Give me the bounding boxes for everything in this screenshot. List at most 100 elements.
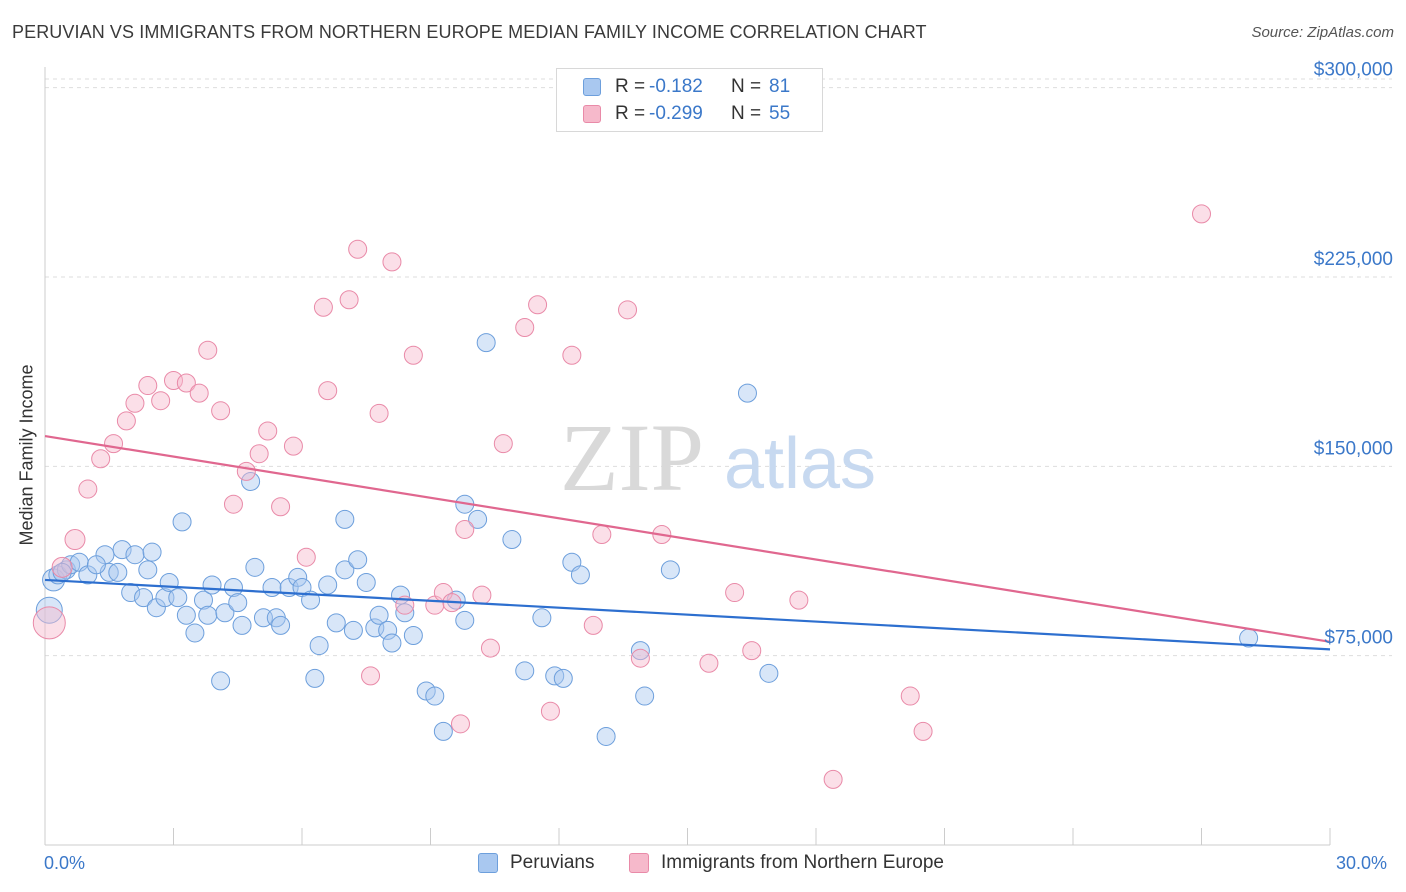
- series-legend: Peruvians Immigrants from Northern Europ…: [0, 852, 1406, 878]
- points-layer: [32, 204, 1259, 789]
- y-tick-label: $300,000: [1314, 60, 1393, 81]
- peruvian-point: [635, 686, 655, 706]
- northern-europe-point: [913, 721, 933, 741]
- northern-europe-point: [32, 606, 66, 640]
- peruvian-point: [185, 623, 205, 643]
- northern-europe-point: [51, 556, 73, 578]
- watermark: ZIP atlas: [560, 404, 876, 511]
- legend-n-label: N =: [731, 103, 762, 124]
- northern-europe-point: [361, 666, 381, 686]
- northern-europe-point: [104, 434, 124, 454]
- northern-europe-point: [493, 434, 513, 454]
- peruvian-point: [309, 636, 329, 656]
- northern-europe-point: [236, 461, 256, 481]
- peruvian-point: [570, 565, 590, 585]
- peruvian-point: [403, 625, 423, 645]
- northern-europe-point: [318, 381, 338, 401]
- northern-europe-point: [283, 436, 303, 456]
- peruvian-point: [476, 333, 496, 353]
- peruvian-point: [455, 610, 475, 630]
- peruvian-point: [553, 668, 573, 688]
- northern-europe-point: [618, 300, 638, 320]
- legend-swatch-peruvians: [478, 853, 498, 873]
- northern-europe-point: [78, 479, 98, 499]
- peruvian-point: [318, 575, 338, 595]
- peruvian-point: [759, 663, 779, 683]
- legend-item-northern-europe: Immigrants from Northern Europe: [629, 852, 944, 874]
- northern-europe-point: [249, 444, 269, 464]
- legend-swatch-blue: [583, 78, 601, 96]
- peruvian-point: [176, 605, 196, 625]
- legend-r-label: R =: [615, 76, 646, 97]
- watermark-atlas: atlas: [724, 424, 876, 504]
- peruvian-point: [245, 557, 265, 577]
- peruvian-point: [301, 590, 321, 610]
- legend-label-northern-europe: Immigrants from Northern Europe: [661, 852, 944, 873]
- trend-layer: [44, 434, 1331, 651]
- northern-europe-point: [472, 585, 492, 605]
- peruvian-point: [86, 555, 106, 575]
- peruvian-point: [356, 572, 376, 592]
- legend-r-label: R =: [615, 103, 646, 124]
- northern-europe-point: [592, 524, 612, 544]
- northern-europe-point: [480, 638, 500, 658]
- correlation-legend: R = -0.182 N = 81 R = -0.299 N = 55: [556, 68, 823, 132]
- peruvian-point: [108, 562, 128, 582]
- northern-europe-point: [725, 583, 745, 603]
- northern-europe-point: [450, 714, 470, 734]
- peruvian-point: [241, 471, 261, 491]
- peruvian-point: [335, 509, 355, 529]
- peruvian-point: [515, 661, 535, 681]
- peruvian-point: [433, 721, 453, 741]
- northern-europe-point: [125, 393, 145, 413]
- legend-r-value: -0.299: [649, 103, 703, 124]
- peruvian-point: [138, 560, 158, 580]
- peruvian-point: [502, 530, 522, 550]
- northern-europe-point: [189, 383, 209, 403]
- legend-n-label: N =: [731, 76, 762, 97]
- peruvian-point: [348, 550, 368, 570]
- northern-europe-point: [211, 401, 231, 421]
- peruvian-point: [193, 590, 213, 610]
- northern-europe-point: [382, 252, 402, 272]
- legend-n-value: 55: [769, 103, 791, 124]
- northern-europe-point: [528, 295, 548, 315]
- y-tick-label: $225,000: [1314, 249, 1393, 270]
- peruvian-point: [198, 605, 218, 625]
- peruvian-point: [630, 641, 650, 661]
- peruvian-point: [395, 603, 415, 623]
- northern-europe-point: [1192, 204, 1211, 224]
- peruvian-point: [232, 615, 252, 635]
- northern-europe-point: [562, 345, 582, 365]
- peruvian-point: [112, 540, 132, 560]
- peruvian-point: [134, 588, 154, 608]
- peruvian-point: [288, 567, 308, 587]
- watermark-zip: ZIP: [560, 404, 704, 511]
- peruvian-point: [468, 509, 488, 529]
- peruvian-point: [215, 603, 235, 623]
- peruvian-point: [35, 596, 63, 624]
- northern-europe-point: [176, 373, 196, 393]
- legend-swatch-northern-europe: [629, 853, 649, 873]
- northern-europe-point: [223, 494, 243, 514]
- peruvian-point: [305, 668, 325, 688]
- peruvian-point: [369, 605, 389, 625]
- northern-europe-point: [789, 590, 809, 610]
- peruvian-point: [211, 671, 231, 691]
- peruvian-point: [382, 633, 402, 653]
- northern-europe-point: [348, 239, 368, 259]
- y-tick-label: $150,000: [1314, 438, 1393, 459]
- northern-europe-point: [699, 653, 719, 673]
- peruvian-point: [532, 608, 552, 628]
- northern-europe-point: [742, 641, 762, 661]
- northern-europe-point: [151, 391, 171, 411]
- northern-europe-point: [403, 345, 423, 365]
- y-axis-title: Median Family Income: [16, 364, 37, 546]
- northern-europe-point: [271, 497, 291, 517]
- northern-europe-point: [198, 340, 218, 360]
- legend-row-northern-europe: R = -0.299 N = 55: [583, 103, 790, 125]
- northern-europe-point: [138, 376, 158, 396]
- northern-europe-point: [540, 701, 560, 721]
- northern-europe-point: [64, 529, 86, 551]
